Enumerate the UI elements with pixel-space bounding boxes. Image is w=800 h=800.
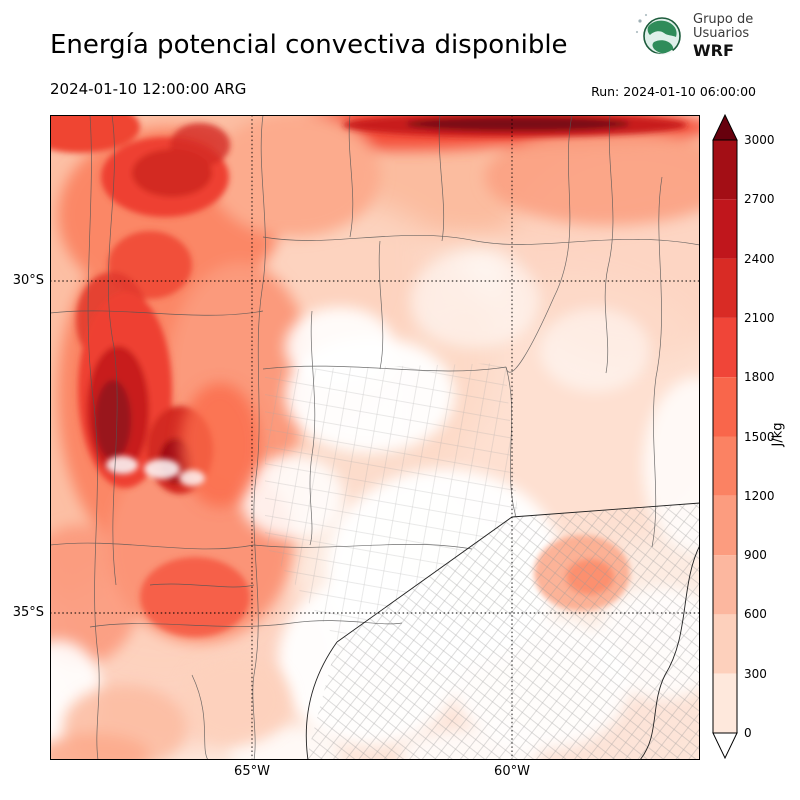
wrf-logo: Grupo de Usuarios WRF [634, 10, 753, 62]
colorbar [712, 114, 738, 760]
province-borders-layer [50, 115, 700, 760]
colorbar-tick: 2400 [744, 252, 775, 266]
colorbar-tick: 300 [744, 667, 767, 681]
colorbar-arrow-up [712, 114, 738, 141]
lat-label-30s: 30°S [12, 273, 44, 288]
lat-label-35s: 35°S [12, 605, 44, 620]
map-frame [50, 115, 700, 760]
gridlines-layer [50, 115, 700, 760]
colorbar-tick: 1500 [744, 430, 775, 444]
colorbar-tick: 0 [744, 726, 752, 740]
colorbar-tick: 3000 [744, 133, 775, 147]
colorbar-tick: 1800 [744, 370, 775, 384]
colorbar-tick: 2100 [744, 311, 775, 325]
logo-text-wrf: WRF [693, 40, 734, 60]
valid-time: 2024-01-10 12:00:00 ARG [50, 80, 247, 98]
department-mesh-layer [265, 363, 700, 760]
colorbar-tick: 2700 [744, 192, 775, 206]
colorbar-unit-label: J/kg [770, 422, 786, 447]
colorbar-arrow-down [712, 732, 738, 760]
colorbar-tick: 900 [744, 548, 767, 562]
logo-text-line2: Usuarios [693, 26, 750, 42]
page-title: Energía potencial convectiva disponible [50, 30, 568, 60]
logo-text: Grupo de Usuarios WRF [693, 11, 754, 60]
lon-label-60w: 60°W [494, 764, 530, 779]
colorbar-tick: 1200 [744, 489, 775, 503]
run-time: Run: 2024-01-10 06:00:00 [591, 84, 756, 99]
colorbar-tick: 600 [744, 607, 767, 621]
logo-text-line1: Grupo de [693, 11, 754, 27]
colorbar-ticks: 3000 2700 2400 2100 1800 1500 1200 900 6… [744, 114, 788, 760]
globe-icon [635, 13, 681, 57]
lon-label-65w: 65°W [234, 764, 270, 779]
cape-map [50, 115, 700, 760]
map-canvas [50, 115, 700, 760]
